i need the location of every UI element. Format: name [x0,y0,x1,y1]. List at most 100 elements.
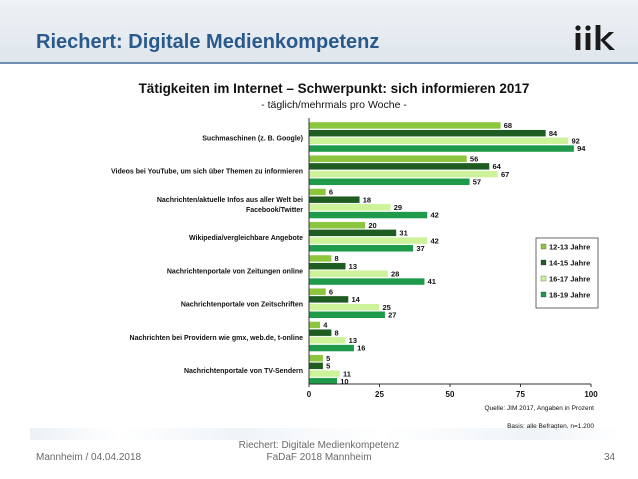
footer-center-text: Riechert: Digitale Medienkompetenz FaDaF… [210,440,428,464]
data-label: 6 [329,287,333,296]
category-label: Suchmaschinen (z. B. Google) [202,135,303,142]
slide-header [0,0,638,62]
category-label: Nachrichten bei Providern wie gmx, web.d… [130,335,304,342]
data-label: 4 [323,321,328,330]
bar [308,270,389,278]
data-label: 18 [363,195,371,204]
bar [308,344,355,352]
legend-swatch [540,259,547,266]
bar [308,178,470,186]
x-tick-label: 50 [446,390,455,399]
background-watermark [30,428,620,440]
legend-swatch [540,275,547,282]
x-tick-label: 25 [375,390,384,399]
data-label: 11 [343,369,351,378]
data-label: 92 [571,137,579,146]
chart-subtitle: - täglich/mehrmals pro Woche - [261,99,407,111]
bar [308,170,499,178]
bar [308,329,332,337]
data-label: 25 [383,303,391,312]
legend-swatch [540,243,547,250]
footer-center-line-1: Riechert: Digitale Medienkompetenz [238,440,400,451]
x-tick-label: 0 [307,390,312,399]
bar [308,321,321,329]
data-label: 29 [394,203,402,212]
chart-title: Tätigkeiten im Internet – Schwerpunkt: s… [139,81,530,96]
bar [308,211,428,219]
bar [308,129,547,137]
bar [308,155,468,163]
x-tick-label: 100 [584,390,598,399]
chart-basis: Basis: alle Befragten, n=1.200 [507,423,594,430]
data-label: 42 [430,236,438,245]
bar [308,369,341,378]
bar [308,336,346,344]
x-tick-label: 75 [516,390,525,399]
category-label: Nachrichtenportale von Zeitungen online [167,268,303,275]
legend-label: 14-15 Jahre [549,259,590,268]
bar [308,236,428,245]
data-label: 42 [430,211,438,220]
data-label: 27 [388,310,396,319]
bar [308,121,501,130]
data-label: 37 [416,244,424,253]
bar [308,262,346,270]
bar [308,362,324,370]
data-label: 8 [335,254,339,263]
bar [308,354,324,362]
data-label: 56 [470,154,478,163]
bar [308,137,569,145]
data-label: 6 [329,188,333,197]
slide-title: Riechert: Digitale Medienkompetenz [36,31,380,53]
data-label: 84 [549,129,558,138]
footer-center-line-2: FaDaF 2018 Mannheim [266,452,372,463]
bar [308,254,332,263]
data-label: 5 [326,354,330,363]
data-label: 57 [473,177,481,186]
category-label: Wikipedia/vergleichbare Angebote [189,235,303,242]
data-label: 94 [577,144,586,153]
bar [308,311,386,319]
category-label: Videos bei YouTube, um sich über Themen … [111,169,303,176]
bar [308,229,397,237]
category-label: Nachrichtenportale von TV-Sendern [184,368,303,375]
bar [308,277,425,286]
bar [308,162,490,171]
bar [308,288,327,296]
bar [308,295,349,304]
data-label: 16 [357,344,365,353]
page-number: 34 [604,452,616,463]
category-label: Nachrichten/aktuelle Infos aus aller Wel… [157,197,303,204]
bar [308,144,575,153]
chart-source: Quelle: JIM 2017, Angaben in Prozent [485,405,595,412]
footer-location-date: Mannheim / 04.04.2018 [36,452,142,463]
category-label: Facebook/Twitter [246,207,303,214]
category-label: Nachrichtenportale von Zeitschriften [181,302,303,309]
data-label: 67 [501,170,509,179]
header-divider [0,62,638,64]
data-label: 10 [340,377,348,386]
data-label: 28 [391,270,399,279]
data-label: 8 [335,328,339,337]
legend-label: 16-17 Jahre [549,275,590,284]
iik-logo [575,25,615,50]
legend-box [535,237,599,309]
legend-label: 12-13 Jahre [549,243,590,252]
bar [308,244,414,252]
bar [308,221,366,229]
data-label: 41 [428,277,436,286]
legend-swatch [540,291,547,298]
data-label: 64 [492,162,501,171]
data-label: 13 [349,262,357,271]
bar [308,188,327,196]
data-label: 13 [349,336,357,345]
data-label: 5 [326,362,330,371]
data-label: 68 [504,121,512,130]
data-label: 14 [351,295,360,304]
bar [308,195,360,204]
legend-label: 18-19 Jahre [549,291,590,300]
bar [308,303,380,311]
bar [308,203,391,211]
data-label: 20 [368,221,376,230]
